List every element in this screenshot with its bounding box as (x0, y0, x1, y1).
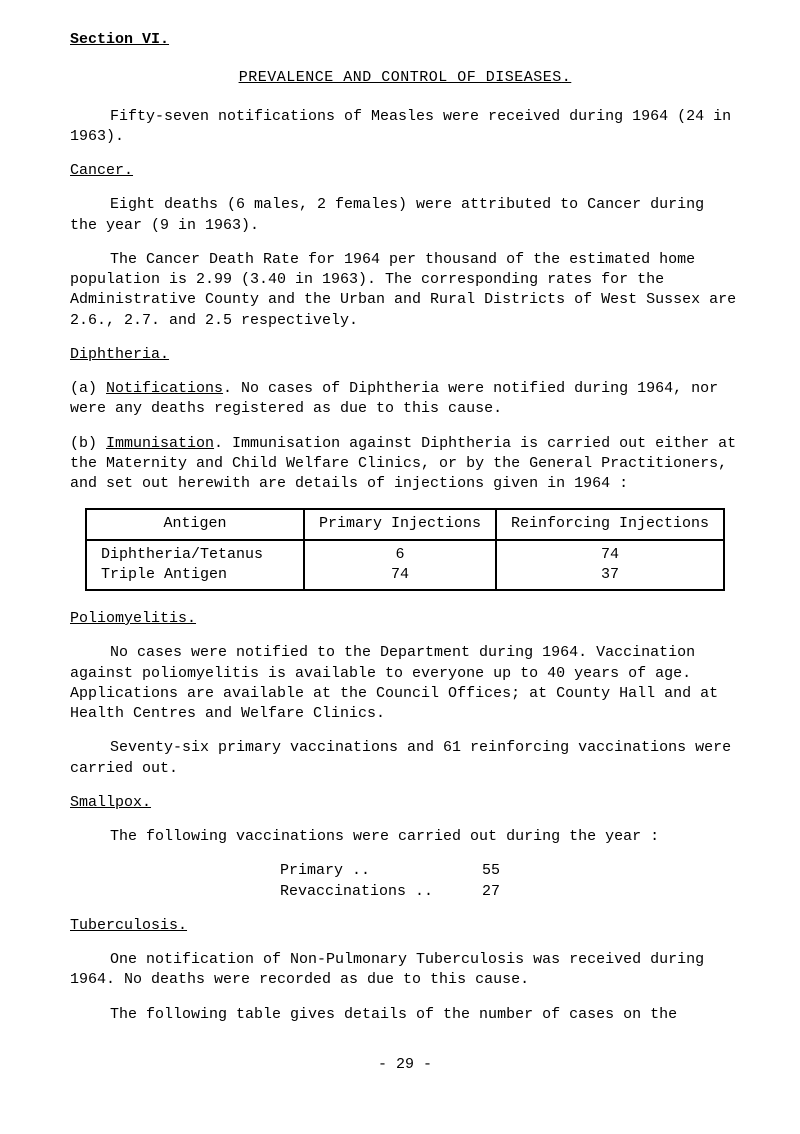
para-tb-1: One notification of Non-Pulmonary Tuberc… (70, 950, 740, 991)
vaccination-list: Primary .. 55 Revaccinations .. 27 (280, 861, 740, 902)
document-page: Section VI. PREVALENCE AND CONTROL OF DI… (0, 0, 800, 1134)
col-reinforcing: Reinforcing Injections (496, 509, 724, 539)
cell-reinf-2: 37 (601, 566, 619, 583)
para-diphtheria-b: (b) Immunisation. Immunisation against D… (70, 434, 740, 495)
cell-primary-group: 6 74 (304, 540, 496, 591)
antigen-table: Antigen Primary Injections Reinforcing I… (85, 508, 725, 591)
cell-antigen-2: Triple Antigen (101, 566, 227, 583)
diph-a-label: Notifications (106, 380, 223, 397)
col-antigen: Antigen (86, 509, 304, 539)
heading-polio: Poliomyelitis. (70, 609, 740, 629)
cell-reinforcing-group: 74 37 (496, 540, 724, 591)
title-text: PREVALENCE AND CONTROL OF DISEASES (239, 69, 562, 86)
cell-antigen-group: Diphtheria/Tetanus Triple Antigen (86, 540, 304, 591)
vacc-row-revacc: Revaccinations .. 27 (280, 882, 740, 902)
table-header-row: Antigen Primary Injections Reinforcing I… (86, 509, 724, 539)
heading-smallpox: Smallpox. (70, 793, 740, 813)
vacc-revacc-label: Revaccinations .. (280, 882, 460, 902)
vacc-revacc-value: 27 (460, 882, 500, 902)
page-title: PREVALENCE AND CONTROL OF DISEASES. (70, 68, 740, 88)
page-number: - 29 - (70, 1055, 740, 1075)
vacc-row-primary: Primary .. 55 (280, 861, 740, 881)
para-cancer-2: The Cancer Death Rate for 1964 per thous… (70, 250, 740, 331)
para-polio-2: Seventy-six primary vaccinations and 61 … (70, 738, 740, 779)
title-period: . (562, 69, 572, 86)
para-cancer-1: Eight deaths (6 males, 2 females) were a… (70, 195, 740, 236)
heading-diphtheria: Diphtheria. (70, 345, 740, 365)
cell-reinf-1: 74 (601, 546, 619, 563)
diph-b-label: Immunisation (106, 435, 214, 452)
cell-primary-1: 6 (395, 546, 404, 563)
para-tb-2: The following table gives details of the… (70, 1005, 740, 1025)
cell-primary-2: 74 (391, 566, 409, 583)
vacc-primary-label: Primary .. (280, 861, 460, 881)
section-label: Section VI. (70, 30, 740, 50)
para-smallpox-1: The following vaccinations were carried … (70, 827, 740, 847)
para-polio-1: No cases were notified to the Department… (70, 643, 740, 724)
col-primary: Primary Injections (304, 509, 496, 539)
vacc-primary-value: 55 (460, 861, 500, 881)
para-diphtheria-a: (a) Notifications. No cases of Diphtheri… (70, 379, 740, 420)
para-measles: Fifty-seven notifications of Measles wer… (70, 107, 740, 148)
cell-antigen-1: Diphtheria/Tetanus (101, 546, 263, 563)
heading-cancer: Cancer. (70, 161, 740, 181)
heading-tuberculosis: Tuberculosis. (70, 916, 740, 936)
